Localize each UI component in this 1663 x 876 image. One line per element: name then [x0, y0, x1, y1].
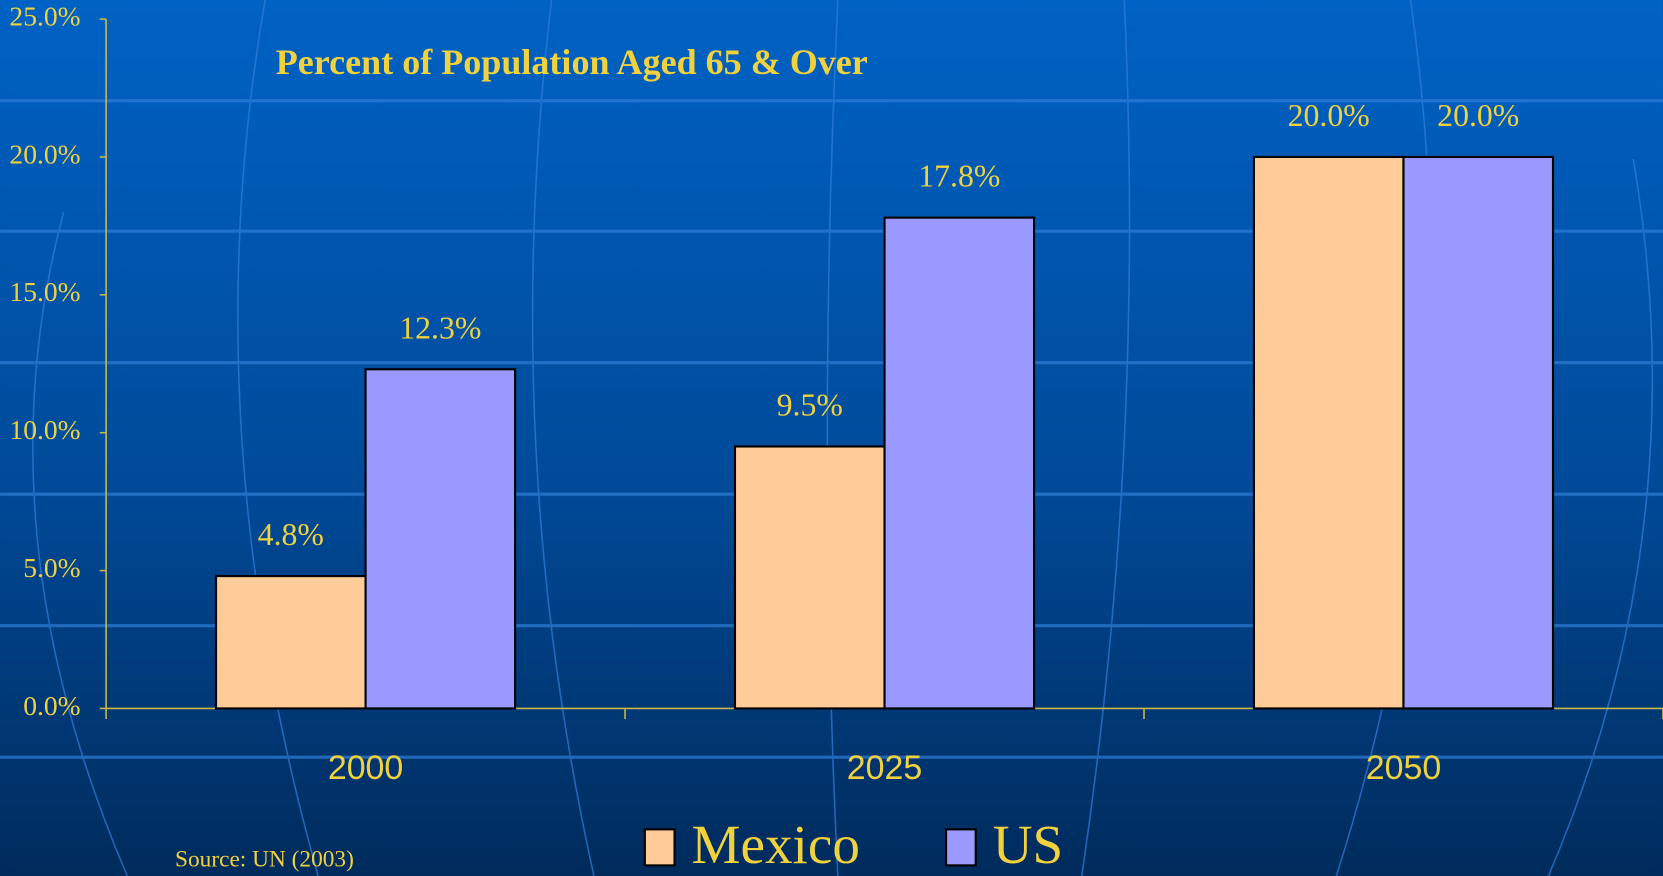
y-tick-label: 15.0% — [9, 276, 80, 307]
y-tick-label: 10.0% — [9, 414, 80, 445]
source-note: Source: UN (2003) — [175, 847, 354, 873]
y-tick-label: 0.0% — [23, 690, 80, 721]
bar — [1252, 155, 1405, 710]
legend-swatch — [944, 828, 977, 867]
chart-title: Percent of Population Aged 65 & Over — [276, 42, 868, 82]
y-tick-label: 20.0% — [9, 138, 80, 169]
x-tick-label: 2000 — [328, 749, 403, 787]
value-label: 12.3% — [399, 310, 481, 345]
bar — [883, 216, 1036, 710]
value-label: 20.0% — [1437, 98, 1519, 133]
bar — [733, 445, 886, 710]
value-label: 20.0% — [1288, 98, 1370, 133]
value-label: 9.5% — [777, 388, 843, 423]
legend-label: US — [993, 814, 1063, 875]
bar — [364, 368, 517, 710]
bar — [214, 575, 367, 710]
legend-label: Mexico — [692, 814, 860, 875]
bar — [1402, 155, 1555, 710]
value-label: 4.8% — [258, 517, 324, 552]
y-tick-label: 25.0% — [9, 0, 80, 31]
legend-swatch — [643, 828, 676, 867]
x-tick-label: 2050 — [1366, 749, 1441, 787]
y-tick-label: 5.0% — [23, 552, 80, 583]
value-label: 17.8% — [918, 159, 1000, 194]
x-tick-label: 2025 — [847, 749, 922, 787]
